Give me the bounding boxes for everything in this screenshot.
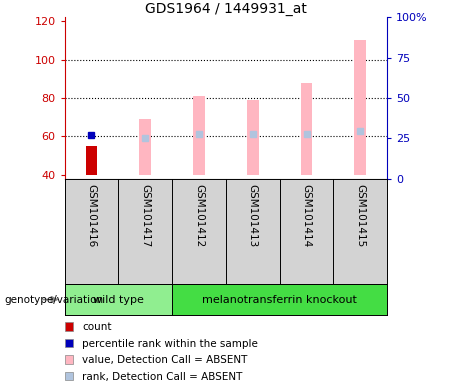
Bar [301,83,313,175]
Bar [86,146,97,175]
Bar [139,119,151,175]
Title: GDS1964 / 1449931_at: GDS1964 / 1449931_at [145,2,307,16]
Text: wild type: wild type [93,295,144,305]
Text: GSM101417: GSM101417 [140,184,150,247]
Text: count: count [82,322,112,332]
Text: GSM101412: GSM101412 [194,184,204,247]
Text: GSM101416: GSM101416 [86,184,96,247]
Text: rank, Detection Call = ABSENT: rank, Detection Call = ABSENT [82,372,242,382]
Text: GSM101415: GSM101415 [355,184,366,247]
Bar [65,284,172,315]
Bar [193,96,205,175]
Text: value, Detection Call = ABSENT: value, Detection Call = ABSENT [82,355,248,365]
Bar [355,40,366,175]
Text: GSM101413: GSM101413 [248,184,258,247]
Text: genotype/variation: genotype/variation [5,295,104,305]
Text: GSM101414: GSM101414 [301,184,312,247]
Text: percentile rank within the sample: percentile rank within the sample [82,339,258,349]
Text: melanotransferrin knockout: melanotransferrin knockout [202,295,357,305]
Bar [172,284,387,315]
Bar [247,100,259,175]
